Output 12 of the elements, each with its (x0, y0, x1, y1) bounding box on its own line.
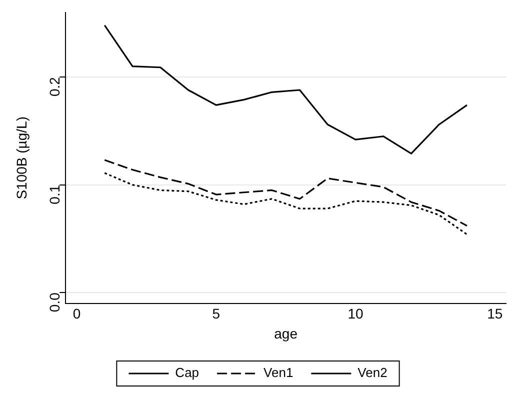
x-tick-label: 0 (72, 306, 81, 322)
legend-label: Ven1 (264, 365, 294, 380)
y-tick-label: 0.1 (46, 184, 62, 204)
x-tick-label: 5 (212, 306, 220, 322)
y-tick-label: 0.0 (46, 292, 62, 312)
x-tick-label: 10 (348, 306, 364, 322)
legend-label: Cap (175, 365, 200, 380)
y-axis-title: S100B (µg/L) (13, 116, 30, 200)
x-tick-label: 15 (487, 306, 503, 322)
legend-label: Ven2 (358, 365, 388, 380)
y-tick-label: 0.2 (46, 76, 62, 97)
x-axis-title: age (274, 325, 298, 342)
